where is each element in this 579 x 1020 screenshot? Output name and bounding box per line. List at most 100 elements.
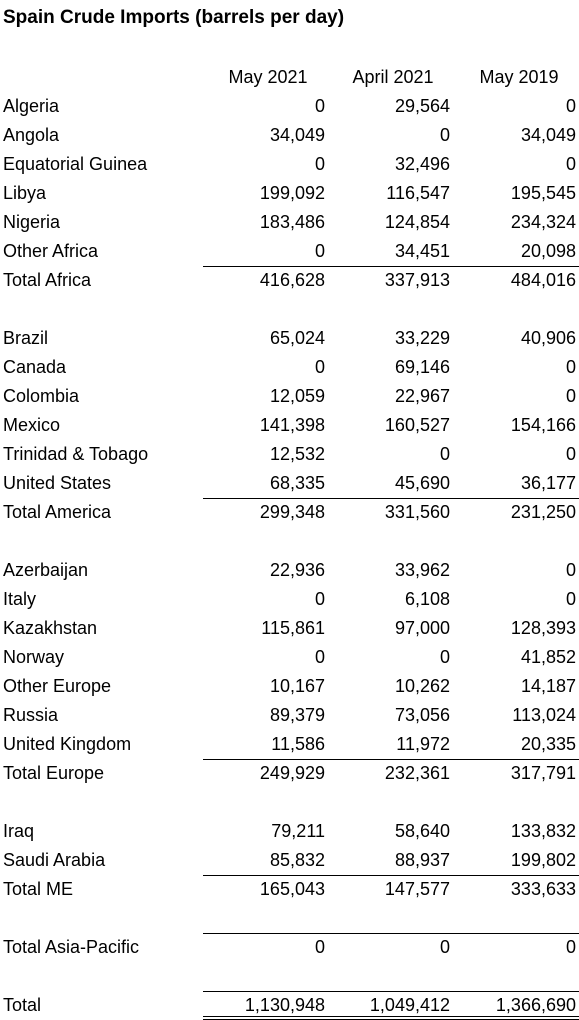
total-row-value: 317,791 xyxy=(510,763,576,783)
row-value: 154,166 xyxy=(510,415,576,435)
row-label: Saudi Arabia xyxy=(3,850,106,870)
row-label: Trinidad & Tobago xyxy=(3,444,149,464)
row-label: Libya xyxy=(3,183,47,203)
row-value: 0 xyxy=(565,357,576,377)
row-label: Nigeria xyxy=(3,212,61,232)
row-value: 11,586 xyxy=(271,734,325,754)
row-value: 10,167 xyxy=(269,676,325,696)
row-value: 97,000 xyxy=(394,618,450,638)
row-value: 40,906 xyxy=(520,328,576,348)
row-value: 0 xyxy=(565,154,576,174)
row-value: 33,229 xyxy=(394,328,450,348)
total-row-value: 165,043 xyxy=(259,879,325,899)
total-row-value: 416,628 xyxy=(259,270,325,290)
total-rule xyxy=(203,266,579,267)
total-rule xyxy=(203,875,579,876)
row-value: 10,262 xyxy=(394,676,450,696)
grand-total-label: Total xyxy=(3,995,42,1015)
row-value: 68,335 xyxy=(269,473,325,493)
column-header: May 2019 xyxy=(479,67,559,87)
total-rule xyxy=(203,498,579,499)
row-value: 133,832 xyxy=(510,821,576,841)
total-row-value: 0 xyxy=(565,937,576,957)
row-value: 29,564 xyxy=(394,96,450,116)
total-row-label: Total America xyxy=(3,502,112,522)
row-value: 33,962 xyxy=(394,560,450,580)
row-value: 183,486 xyxy=(259,212,325,232)
row-label: United States xyxy=(3,473,112,493)
row-value: 0 xyxy=(565,560,576,580)
total-row-label: Total Europe xyxy=(3,763,105,783)
row-value: 14,187 xyxy=(520,676,576,696)
row-label: Angola xyxy=(3,125,60,145)
double-rule xyxy=(203,1016,579,1017)
row-value: 6,108 xyxy=(404,589,450,609)
total-row-value: 299,348 xyxy=(259,502,325,522)
row-value: 12,059 xyxy=(269,386,325,406)
row-value: 34,049 xyxy=(520,125,576,145)
row-value: 128,393 xyxy=(510,618,576,638)
row-value: 41,852 xyxy=(520,647,576,667)
row-label: Russia xyxy=(3,705,59,725)
row-label: Iraq xyxy=(3,821,35,841)
total-row-label: Total Asia-Pacific xyxy=(3,937,140,957)
row-value: 73,056 xyxy=(394,705,450,725)
row-value: 34,451 xyxy=(394,241,450,261)
row-value: 115,861 xyxy=(261,618,325,638)
row-value: 0 xyxy=(565,386,576,406)
row-value: 0 xyxy=(439,444,450,464)
total-row-value: 249,929 xyxy=(259,763,325,783)
row-value: 160,527 xyxy=(384,415,450,435)
column-header: April 2021 xyxy=(352,67,434,87)
row-label: Equatorial Guinea xyxy=(3,154,148,174)
row-value: 0 xyxy=(314,96,325,116)
row-label: Canada xyxy=(3,357,67,377)
grand-total-value: 1,049,412 xyxy=(369,995,450,1015)
row-value: 124,854 xyxy=(384,212,450,232)
row-value: 22,936 xyxy=(269,560,325,580)
row-value: 0 xyxy=(439,125,450,145)
row-value: 0 xyxy=(439,647,450,667)
total-row-value: 331,560 xyxy=(384,502,450,522)
row-value: 34,049 xyxy=(269,125,325,145)
row-value: 11,972 xyxy=(396,734,450,754)
row-value: 199,092 xyxy=(259,183,325,203)
row-value: 12,532 xyxy=(269,444,325,464)
total-row-value: 333,633 xyxy=(510,879,576,899)
total-row-label: Total Africa xyxy=(3,270,92,290)
total-row-value: 232,361 xyxy=(384,763,450,783)
total-row-value: 147,577 xyxy=(384,879,450,899)
total-rule xyxy=(203,759,579,760)
row-label: Other Africa xyxy=(3,241,99,261)
total-row-value: 337,913 xyxy=(384,270,450,290)
row-value: 85,832 xyxy=(269,850,325,870)
column-header: May 2021 xyxy=(228,67,308,87)
row-value: 22,967 xyxy=(394,386,450,406)
row-label: Azerbaijan xyxy=(3,560,89,580)
row-value: 20,098 xyxy=(520,241,576,261)
row-value: 199,802 xyxy=(510,850,576,870)
row-value: 79,211 xyxy=(271,821,325,841)
row-label: Colombia xyxy=(3,386,80,406)
row-value: 0 xyxy=(565,96,576,116)
row-value: 88,937 xyxy=(394,850,450,870)
row-value: 0 xyxy=(314,589,325,609)
total-rule xyxy=(203,933,579,934)
row-value: 234,324 xyxy=(510,212,576,232)
row-label: United Kingdom xyxy=(3,734,132,754)
row-value: 58,640 xyxy=(394,821,450,841)
total-row-value: 0 xyxy=(314,937,325,957)
row-value: 0 xyxy=(314,241,325,261)
row-label: Other Europe xyxy=(3,676,112,696)
row-value: 0 xyxy=(314,647,325,667)
row-value: 0 xyxy=(314,357,325,377)
row-value: 0 xyxy=(565,589,576,609)
row-value: 195,545 xyxy=(510,183,576,203)
row-label: Norway xyxy=(3,647,65,667)
row-value: 0 xyxy=(565,444,576,464)
row-value: 89,379 xyxy=(269,705,325,725)
row-label: Mexico xyxy=(3,415,61,435)
row-value: 0 xyxy=(314,154,325,174)
grand-total-value: 1,366,690 xyxy=(495,995,576,1015)
row-label: Kazakhstan xyxy=(3,618,98,638)
